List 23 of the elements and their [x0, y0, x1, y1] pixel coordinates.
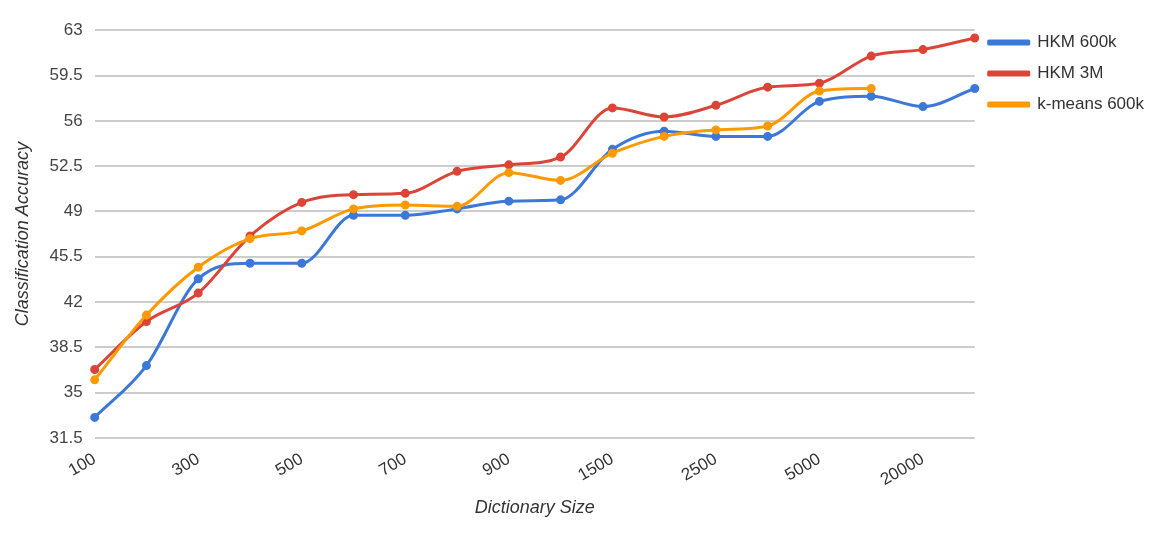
y-tick-label: 38.5	[49, 337, 83, 357]
x-tick-label: 500	[272, 449, 307, 480]
x-tick-label: 2500	[678, 449, 721, 485]
y-tick-label: 31.5	[49, 427, 83, 447]
x-tick-label: 700	[375, 449, 410, 480]
y-tick-label: 42	[63, 291, 83, 311]
legend-label: HKM 3M	[1037, 63, 1104, 83]
y-axis-title: Classification Accuracy	[11, 140, 32, 327]
y-tick-label: 59.5	[49, 65, 83, 85]
y-tick-label: 35	[63, 382, 83, 402]
y-tick-label: 56	[63, 110, 83, 130]
legend-label: HKM 600k	[1037, 32, 1118, 52]
x-tick-label: 300	[168, 449, 203, 480]
x-tick-label: 100	[64, 449, 100, 480]
legend-label: k-means 600k	[1037, 94, 1145, 114]
x-tick-label: 900	[479, 449, 514, 480]
x-axis-title: Dictionary Size	[474, 497, 595, 518]
y-tick-label: 52.5	[49, 155, 83, 175]
y-tick-label: 45.5	[49, 246, 83, 266]
y-tick-label: 49	[63, 201, 83, 221]
x-tick-label: 5000	[781, 449, 824, 485]
y-tick-label: 63	[63, 19, 83, 39]
x-tick-label: 1500	[574, 449, 617, 485]
